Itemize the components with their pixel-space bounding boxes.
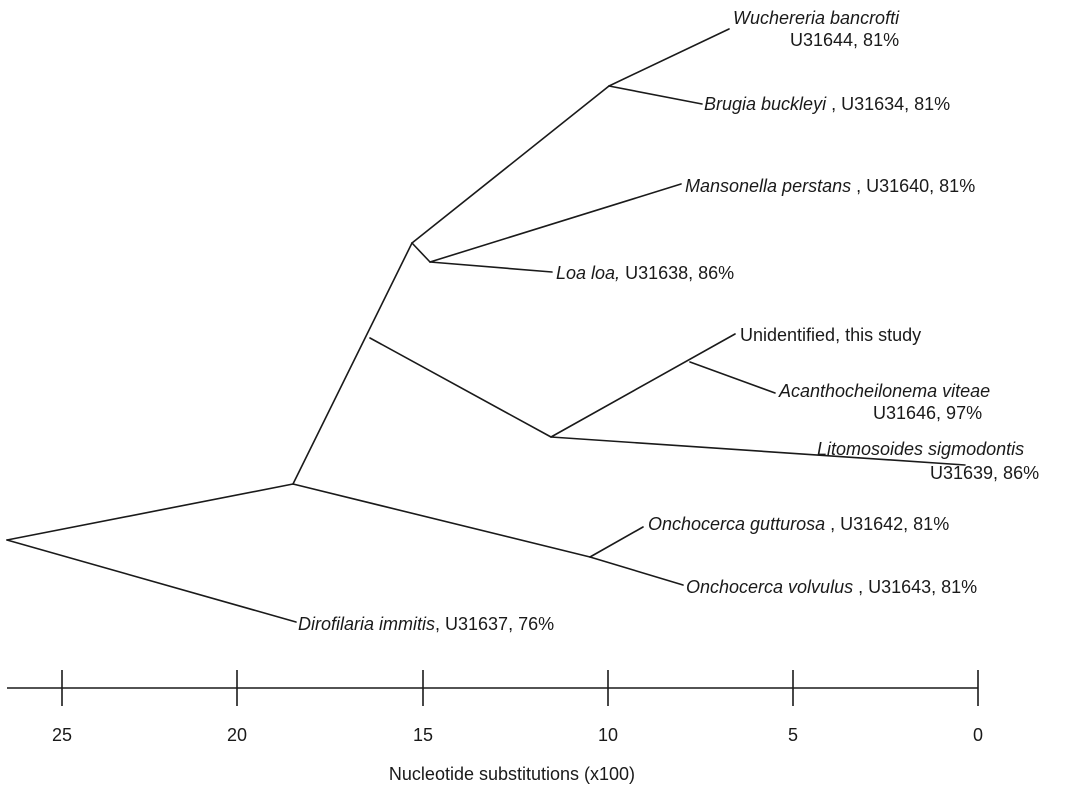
tree-branches	[6, 28, 966, 623]
branch-to-litomosoides	[550, 436, 966, 466]
label-brugia-buckleyi: Brugia buckleyi , U31634, 81%	[704, 94, 950, 114]
branch-main-to-loa-clade	[411, 242, 431, 263]
branch-to-mansonella	[429, 183, 682, 263]
axis-tick-label-20: 20	[227, 725, 247, 745]
branch-to-unidentified	[550, 333, 736, 438]
branch-to-onchocerca-volvulus	[589, 556, 684, 586]
branch-to-loa	[429, 261, 553, 273]
branch-root-to-ingroup	[6, 483, 294, 541]
branch-node-to-onchocerca-clade	[292, 483, 591, 558]
label-unidentified: Unidentified, this study	[740, 325, 921, 345]
branch-main-to-wuchereria-clade	[411, 85, 610, 244]
label-acanthocheilonema-viteae: Acanthocheilonema viteae U31646, 97%	[778, 381, 995, 423]
branch-to-brugia	[608, 85, 703, 105]
label-dirofilaria-immitis: Dirofilaria immitis, U31637, 76%	[298, 614, 554, 634]
branch-to-acanthocheilonema	[689, 361, 776, 394]
branch-node-to-main-clade	[292, 242, 413, 485]
branch-to-onchocerca-gutturosa	[589, 526, 644, 558]
scale-axis: 25 20 15 10 5 0 Nucleotide substitutions…	[7, 670, 983, 784]
label-onchocerca-volvulus: Onchocerca volvulus , U31643, 81%	[686, 577, 977, 597]
axis-tick-label-25: 25	[52, 725, 72, 745]
taxon-labels: Wuchereria bancrofti U31644, 81% Brugia …	[298, 8, 1039, 634]
label-litomosoides-sigmodontis: Litomosoides sigmodontis U31639, 86%	[817, 439, 1039, 483]
branch-to-wuchereria	[608, 28, 730, 87]
axis-tick-label-15: 15	[413, 725, 433, 745]
axis-tick-label-5: 5	[788, 725, 798, 745]
axis-tick-label-0: 0	[973, 725, 983, 745]
label-onchocerca-gutturosa: Onchocerca gutturosa , U31642, 81%	[648, 514, 949, 534]
label-loa-loa: Loa loa, U31638, 86%	[556, 263, 734, 283]
label-wuchereria-bancrofti: Wuchereria bancrofti U31644, 81%	[733, 8, 904, 50]
label-mansonella-perstans: Mansonella perstans , U31640, 81%	[685, 176, 975, 196]
axis-tick-label-10: 10	[598, 725, 618, 745]
axis-label: Nucleotide substitutions (x100)	[389, 764, 635, 784]
branch-to-litomosoides-clade	[369, 337, 552, 438]
branch-root-to-dirofilaria	[6, 539, 297, 623]
